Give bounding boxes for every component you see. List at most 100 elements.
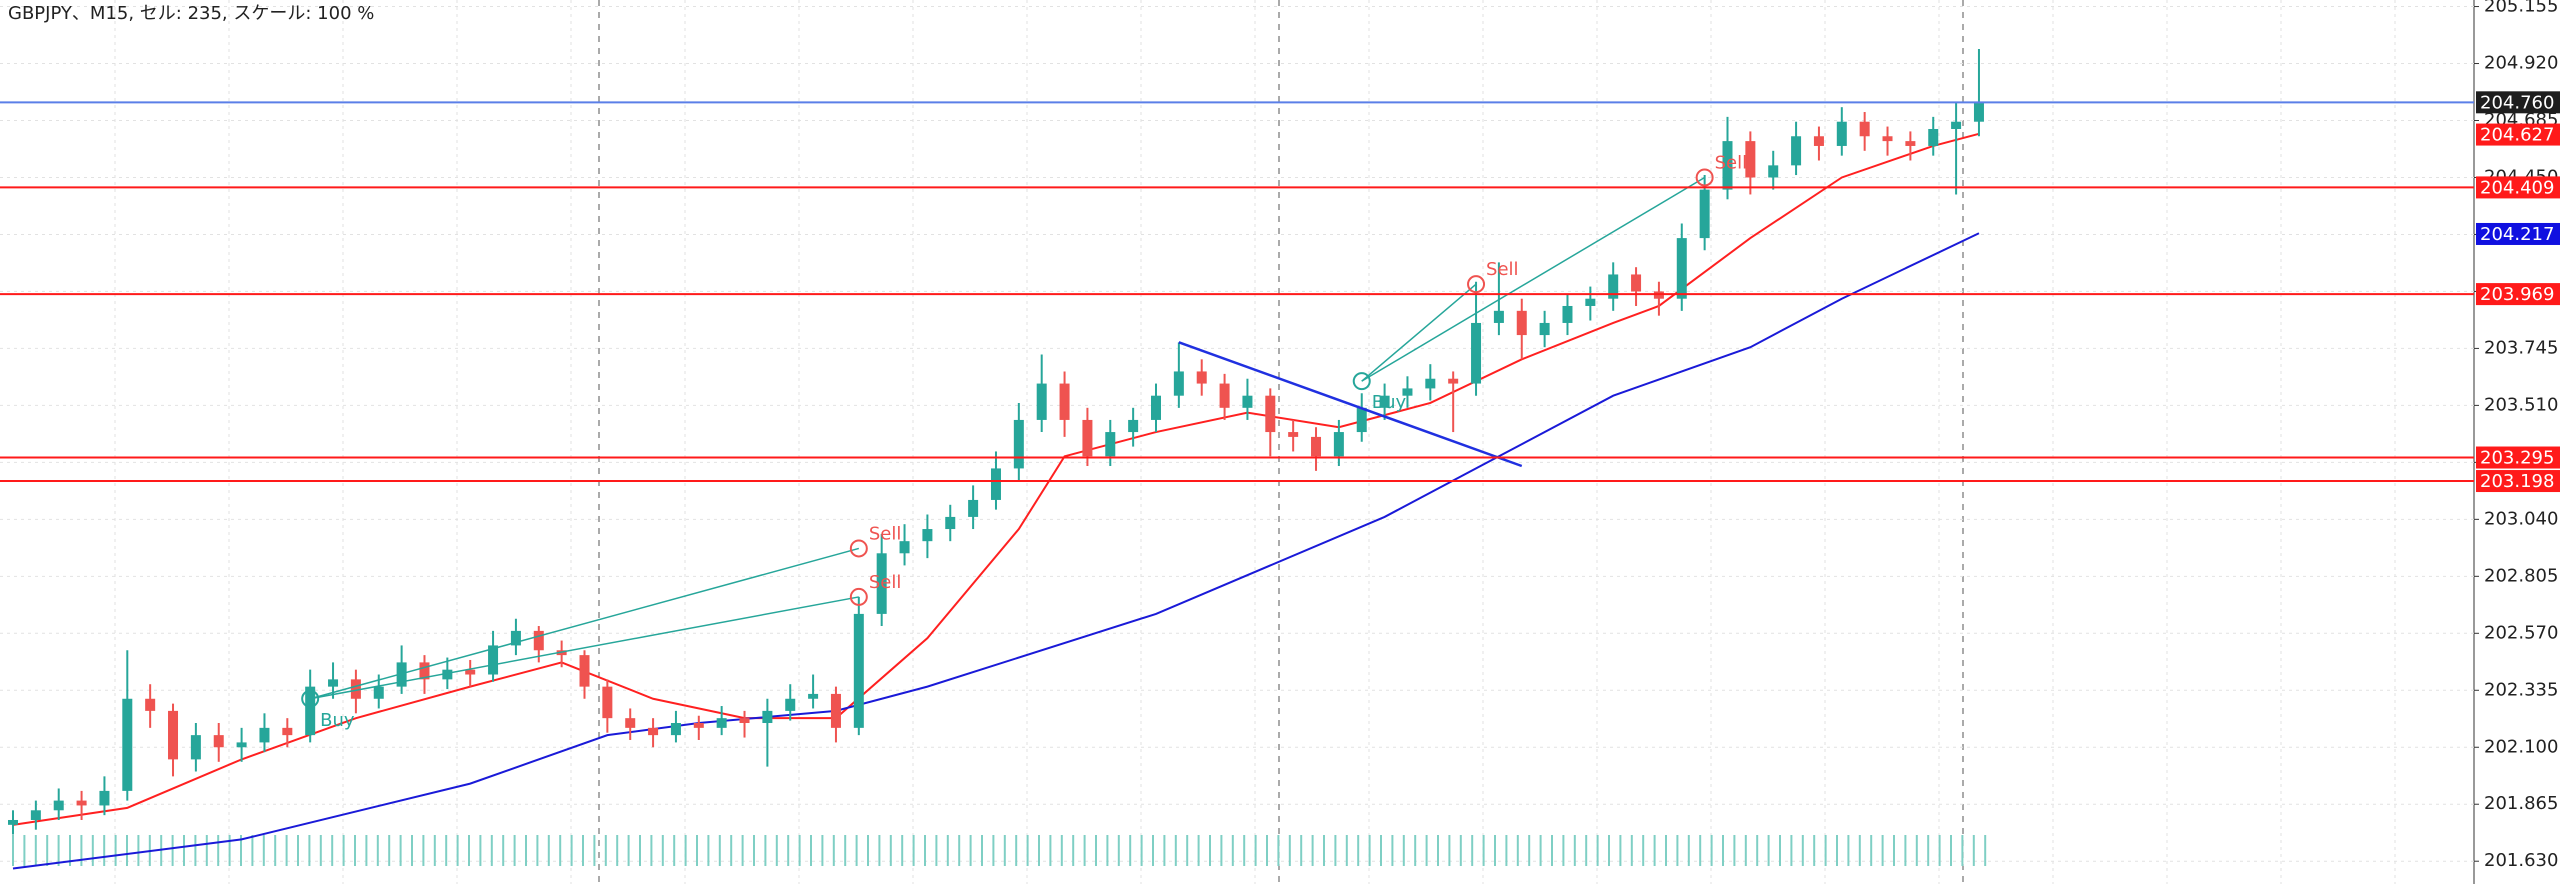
candle-body [1242,395,1253,408]
candle-body [922,529,933,542]
candle-body [853,613,864,728]
candle-body [53,800,64,811]
candle-body [1493,310,1504,323]
candle-body [785,698,796,711]
candle-body [1608,274,1619,299]
candle-body [168,710,179,760]
candle-body [1859,121,1870,137]
price-badge [2476,470,2560,493]
candle-body [328,679,339,687]
candle-body [236,742,247,748]
price-badge [2476,283,2560,306]
candle-body [625,718,636,728]
y-tick-label: 203.745 [2484,337,2558,358]
candle-body [808,693,819,699]
candle-body [1813,136,1824,146]
candle-body [1105,432,1116,457]
candle-body [1516,310,1527,336]
trade-marker [301,689,320,708]
trade-marker [849,539,868,558]
candle-body [1745,141,1756,178]
y-tick-label: 201.865 [2484,793,2558,814]
y-tick-label: 202.570 [2484,622,2558,643]
candle-body [122,698,133,791]
candle-body [1699,189,1710,239]
candle-body [1013,419,1024,469]
candle-body [1722,141,1733,190]
trade-marker [1467,275,1486,294]
candle-body [1585,298,1596,306]
candle-body [1471,322,1482,384]
price-badge [2476,222,2560,245]
candle-body [259,727,270,743]
candle-body [1631,274,1642,292]
candle-body [190,735,201,760]
candle-body [145,698,156,711]
y-tick-label: 204.920 [2484,53,2558,74]
trade-marker [849,587,868,606]
price-badge [2476,446,2560,469]
trade-link [1361,176,1706,382]
candle-body [876,553,887,614]
candle-body [579,655,590,687]
candle-body [739,718,750,724]
candle-body [533,630,544,651]
candle-body [442,669,453,680]
candle-body [899,541,910,554]
price-badge-label: 203.198 [2480,471,2554,492]
trade-link [309,547,860,700]
candle-body [1196,371,1207,384]
candle-body [1448,378,1459,384]
candle-body [1059,383,1070,420]
price-badge-label: 204.409 [2480,177,2554,198]
candle-body [1928,128,1939,146]
candle-body [1311,436,1322,457]
y-tick-label: 203.510 [2484,394,2558,415]
trade-label: Sell [869,572,902,593]
chart-title: GBPJPY、M15, セル: 235, スケール: 100 % [8,3,374,24]
candle-body [1882,136,1893,142]
candle-body [1905,141,1916,146]
candle-body [990,468,1001,500]
trade-label: Buy [1372,392,1407,413]
candle-body [99,790,110,806]
candle-body [1173,371,1184,396]
candle-body [76,800,87,806]
candle-body [419,662,430,680]
candle-body [1951,121,1962,129]
decor [598,0,2475,884]
candle-body [1082,419,1093,457]
moving-average [12,232,1980,870]
candle-body [1836,121,1847,146]
candle-body [602,686,613,719]
candle-body [1973,102,1984,122]
candle-body [488,645,499,675]
candle-body [1791,136,1802,166]
candle-body [1768,165,1779,178]
trade-link [310,596,859,700]
trade-label: Sell [1486,259,1519,280]
y-tick-label: 205.155 [2484,0,2558,17]
price-badge-label: 204.627 [2480,125,2554,146]
candle-body [1402,388,1413,396]
candle-body [945,516,956,530]
price-badge [2476,91,2560,114]
trade-marker [1352,372,1371,391]
y-tick-label: 203.040 [2484,508,2558,529]
candle-body [1425,378,1436,389]
candle-body [648,727,659,736]
y-tick-label: 201.630 [2484,850,2558,871]
trade-label: Sell [869,523,902,544]
y-tick-label: 202.805 [2484,565,2558,586]
y-tick-label: 202.100 [2484,736,2558,757]
trade-label: Sell [1715,152,1748,173]
candle-body [282,727,293,736]
candle-body [1356,407,1367,433]
price-badge [2476,123,2560,146]
candle-body [693,723,704,728]
candle-body [510,630,521,646]
candle-body [8,819,18,825]
